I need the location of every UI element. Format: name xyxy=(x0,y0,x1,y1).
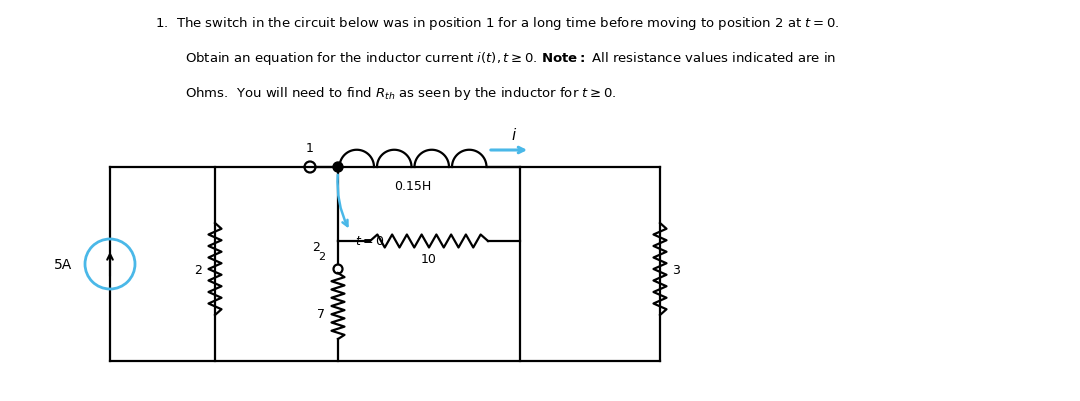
Text: $t=0$: $t=0$ xyxy=(355,235,384,247)
Text: 5A: 5A xyxy=(54,257,72,271)
Text: 7: 7 xyxy=(318,308,325,321)
Text: 10: 10 xyxy=(421,252,437,265)
Text: 1.  The switch in the circuit below was in position 1 for a long time before mov: 1. The switch in the circuit below was i… xyxy=(156,15,839,32)
Text: 2: 2 xyxy=(318,251,325,261)
Text: $i$: $i$ xyxy=(511,127,517,143)
Text: Obtain an equation for the inductor current $i(t), t\geq 0$. $\mathbf{Note:}$ Al: Obtain an equation for the inductor curr… xyxy=(185,50,836,67)
Text: Ohms.  You will need to find $R_{th}$ as seen by the inductor for $t\geq 0$.: Ohms. You will need to find $R_{th}$ as … xyxy=(185,85,617,102)
Text: 2: 2 xyxy=(312,241,320,254)
Text: 3: 3 xyxy=(672,263,680,276)
Text: 1: 1 xyxy=(306,142,314,155)
Circle shape xyxy=(333,162,343,172)
Text: 0.15H: 0.15H xyxy=(394,180,432,192)
Text: 2: 2 xyxy=(194,263,202,276)
